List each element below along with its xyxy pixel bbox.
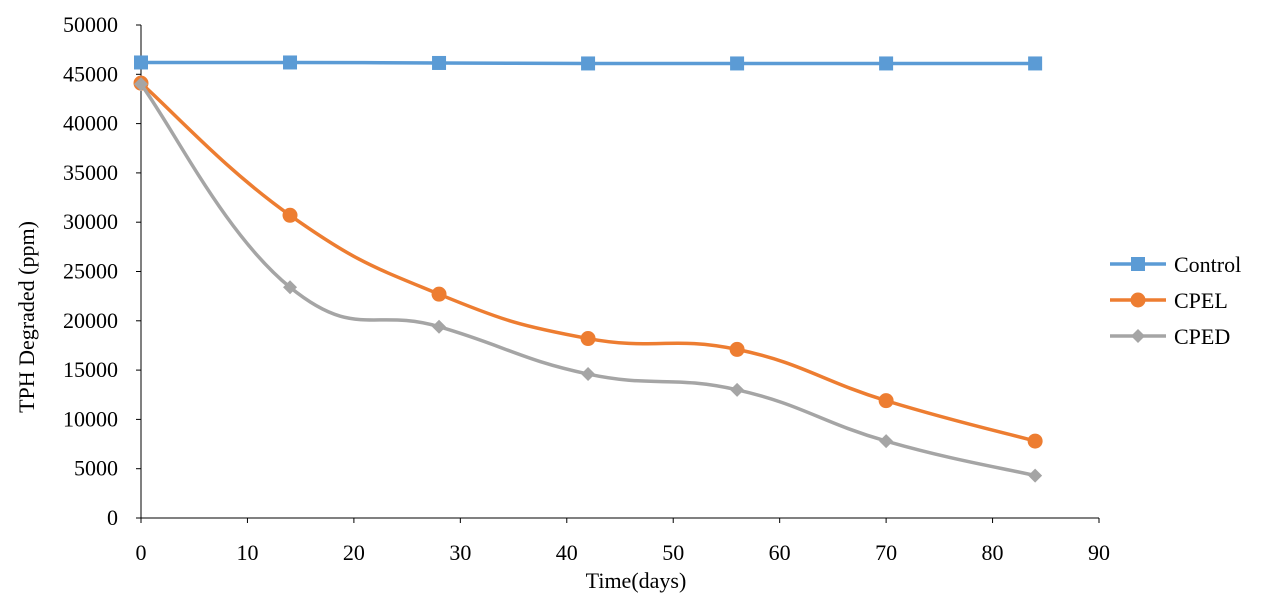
x-tick-label: 30 (449, 540, 471, 565)
series-line-cpel (139, 81, 1037, 443)
data-point-cped (283, 280, 298, 295)
data-point-cpel (431, 286, 447, 302)
x-tick-label: 80 (982, 540, 1004, 565)
x-tick-label: 20 (343, 540, 365, 565)
legend-label: CPEL (1174, 288, 1228, 313)
y-tick-label: 45000 (63, 61, 118, 86)
data-point-control (432, 55, 447, 70)
data-point-cpel (878, 393, 894, 409)
x-tick-label: 10 (236, 540, 258, 565)
data-point-control (134, 55, 148, 70)
data-point-cpel (580, 331, 596, 347)
data-point-cped (581, 367, 596, 382)
legend-label: Control (1174, 252, 1241, 277)
y-tick-label: 20000 (63, 308, 118, 333)
legend-item-cpel: CPEL (1110, 288, 1228, 313)
legend-swatch-marker (1131, 329, 1145, 343)
y-axis-title: TPH Degraded (ppm) (14, 221, 39, 413)
data-point-control (581, 56, 596, 71)
legend-item-cped: CPED (1110, 324, 1230, 349)
data-point-control (730, 56, 745, 71)
x-tick-label: 40 (556, 540, 578, 565)
data-point-control (1028, 56, 1043, 71)
data-point-cped (1028, 468, 1043, 483)
y-tick-label: 5000 (74, 456, 118, 481)
legend-swatch-marker (1130, 292, 1146, 308)
legend-label: CPED (1174, 324, 1230, 349)
data-point-cpel (1027, 433, 1043, 449)
plot-area (133, 55, 1043, 483)
legend-item-control: Control (1110, 252, 1241, 277)
y-tick-label: 25000 (63, 259, 118, 284)
data-point-cped (879, 434, 894, 449)
y-tick-label: 15000 (63, 357, 118, 382)
series-cped (134, 77, 1043, 483)
y-tick-label: 10000 (63, 406, 118, 431)
data-point-cpel (282, 207, 298, 223)
data-point-control (879, 56, 894, 71)
series-cpel (133, 75, 1043, 449)
y-tick-label: 50000 (63, 12, 118, 37)
x-tick-label: 50 (662, 540, 684, 565)
data-point-cped (730, 382, 745, 397)
series-control (134, 55, 1043, 71)
legend-swatch-marker (1131, 257, 1145, 271)
series-line-cped (139, 82, 1037, 478)
x-tick-label: 70 (875, 540, 897, 565)
x-tick-label: 90 (1088, 540, 1110, 565)
data-point-cped (134, 77, 148, 92)
x-tick-label: 0 (136, 540, 147, 565)
legend: Control CPEL CPED (1110, 252, 1241, 349)
axes: 0 5000 10000 15000 20000 25000 30000 35000 40000… (63, 12, 1110, 565)
x-axis-title: Time(days) (586, 568, 687, 593)
x-tick-label: 60 (769, 540, 791, 565)
y-tick-label: 40000 (63, 111, 118, 136)
y-tick-label: 0 (107, 505, 118, 530)
y-tick-label: 35000 (63, 160, 118, 185)
data-point-cped (432, 319, 447, 334)
data-point-cpel (729, 341, 745, 357)
y-tick-label: 30000 (63, 209, 118, 234)
data-point-control (283, 55, 298, 70)
